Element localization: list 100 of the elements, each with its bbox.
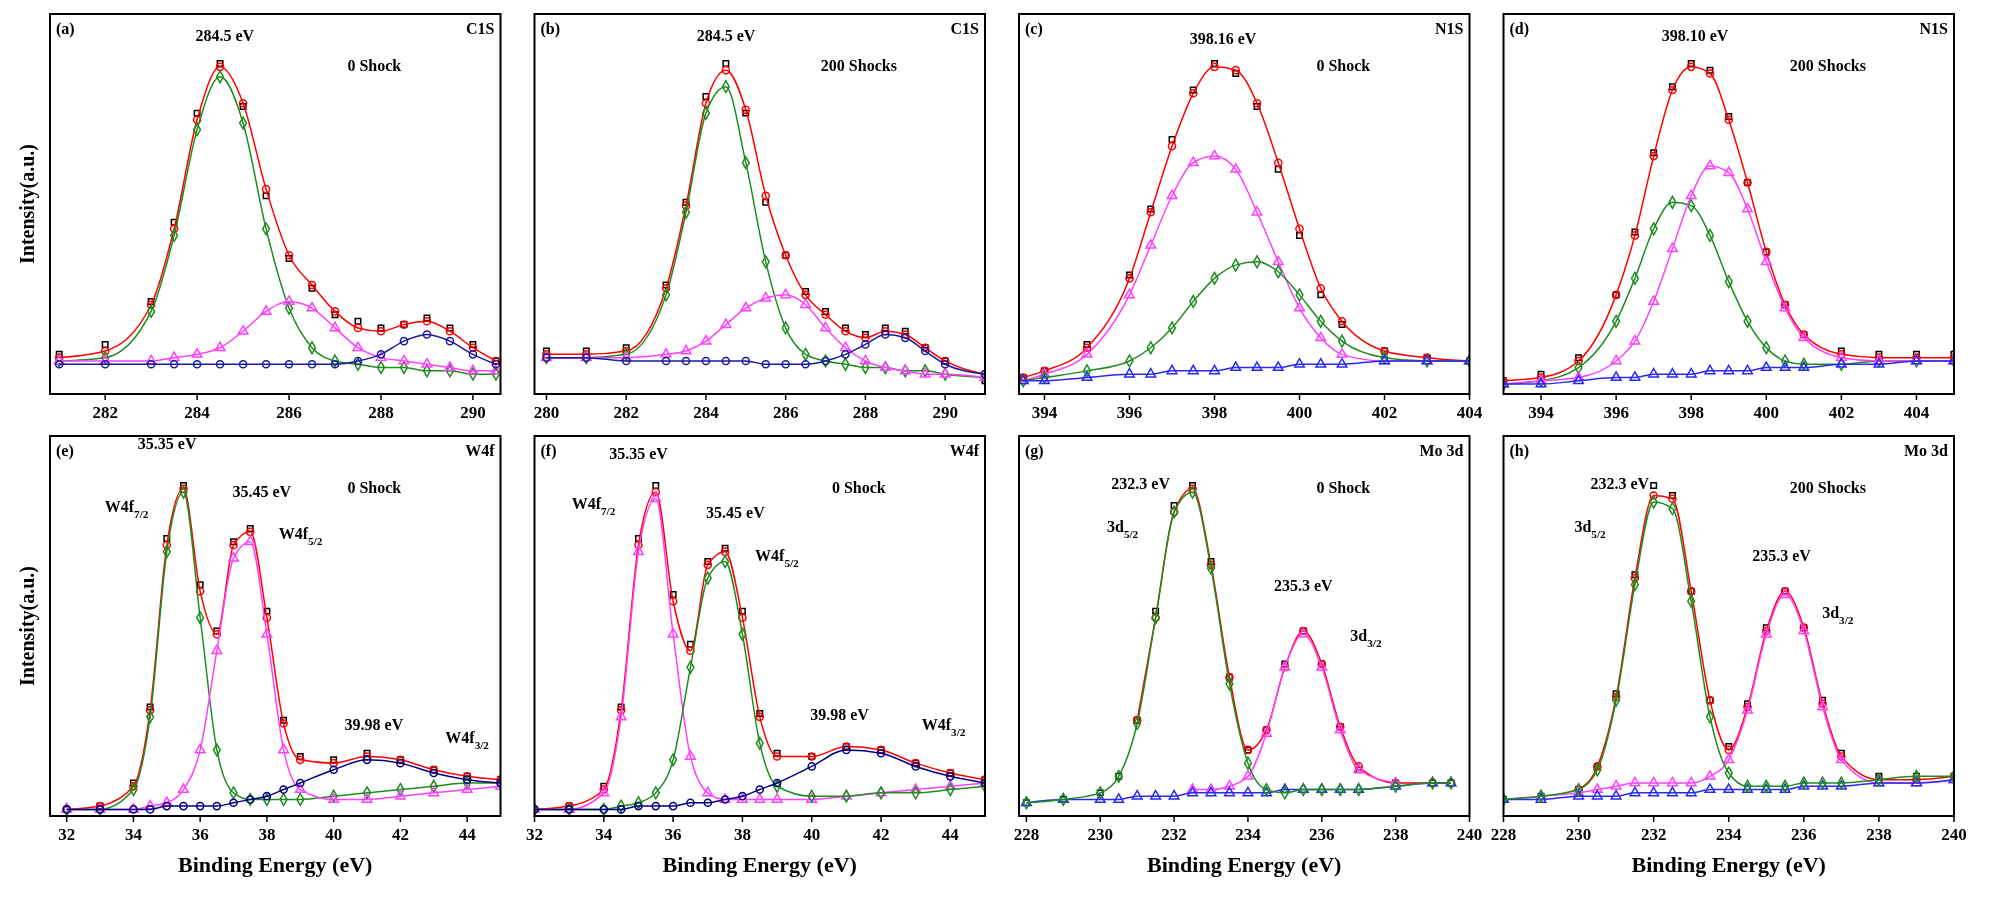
x-tick-label: 34 (595, 825, 613, 844)
x-tick-label: 42 (872, 825, 890, 844)
x-tick-label: 236 (1309, 825, 1335, 844)
x-tick-label: 404 (1456, 403, 1483, 422)
x-tick-label: 290 (460, 403, 486, 422)
x-tick-label: 282 (613, 403, 639, 422)
x-tick-label: 394 (1528, 403, 1555, 422)
x-axis-title: Binding Energy (eV) (1147, 852, 1342, 877)
annotation: 0 Shock (831, 479, 886, 496)
y-axis-title: Intensity(a.u.) (16, 565, 39, 687)
annotation: 200 Shocks (820, 57, 897, 74)
x-tick-label: 282 (92, 403, 118, 422)
annotation: 232.3 eV (1111, 474, 1171, 492)
annotation: 3d$_{3/2}$ (1350, 626, 1382, 649)
x-tick-label: 288 (852, 403, 879, 422)
annotation: 3d$_{5/2}$ (1574, 517, 1606, 540)
text: C1S (950, 20, 980, 37)
text: (c) (1025, 20, 1043, 38)
x-tick-label: 404 (1903, 403, 1930, 422)
x-tick-label: 36 (191, 825, 209, 844)
x-tick-label: 236 (1791, 825, 1817, 844)
x-tick-label: 288 (368, 403, 394, 422)
x-tick-label: 36 (664, 825, 682, 844)
x-tick-label: 402 (1828, 403, 1855, 422)
x-tick-label: 238 (1866, 825, 1892, 844)
text: W4f (949, 442, 980, 459)
text: Mo 3d (1904, 442, 1949, 459)
x-tick-label: 396 (1116, 403, 1143, 422)
text: Mo 3d (1419, 442, 1464, 459)
text: N1S (1435, 20, 1464, 37)
x-tick-label: 240 (1941, 825, 1967, 844)
annotation: 35.45 eV (232, 482, 292, 500)
x-tick-label: 398 (1201, 403, 1228, 422)
annotation: W4f$_{7/2}$ (571, 494, 616, 517)
annotation: 39.98 eV (344, 716, 404, 734)
x-tick-label: 228 (1490, 825, 1517, 844)
text: (d) (1509, 20, 1530, 38)
annotation: 0 Shock (347, 57, 402, 74)
x-tick-label: 228 (1013, 825, 1040, 844)
x-tick-label: 402 (1371, 403, 1398, 422)
x-tick-label: 286 (276, 403, 302, 422)
x-tick-label: 44 (941, 825, 960, 844)
annotation: 39.98 eV (810, 706, 870, 724)
annotation: 200 Shocks (1789, 479, 1866, 496)
annotation: 0 Shock (1316, 479, 1371, 496)
x-tick-label: 40 (325, 825, 343, 844)
annotation: 235.3 eV (1752, 547, 1812, 565)
x-tick-label: 44 (458, 825, 477, 844)
annotation: 232.3 eV (1590, 474, 1650, 492)
x-tick-label: 40 (803, 825, 821, 844)
x-tick-label: 230 (1087, 825, 1113, 844)
x-tick-label: 38 (258, 825, 276, 844)
x-tick-label: 286 (772, 403, 799, 422)
x-tick-label: 32 (526, 825, 543, 844)
text: C1S (466, 20, 495, 37)
x-tick-label: 396 (1603, 403, 1629, 422)
x-tick-label: 394 (1031, 403, 1058, 422)
x-tick-label: 234 (1716, 825, 1742, 844)
x-tick-label: 284 (693, 403, 720, 422)
annotation: W4f$_{5/2}$ (755, 547, 800, 570)
x-tick-label: 240 (1456, 825, 1483, 844)
x-axis-title: Binding Energy (eV) (1631, 852, 1826, 877)
annotation: 0 Shock (347, 479, 402, 496)
x-tick-label: 284 (184, 403, 211, 422)
annotation: W4f$_{3/2}$ (921, 716, 966, 739)
text: 35.35 eV (609, 445, 669, 463)
x-tick-label: 400 (1286, 403, 1313, 422)
text: 284.5 eV (195, 26, 255, 44)
x-tick-label: 32 (58, 825, 76, 844)
text: 398.16 eV (1189, 30, 1257, 48)
annotation: 200 Shocks (1789, 57, 1866, 74)
annotation: W4f$_{3/2}$ (445, 729, 490, 752)
annotation: W4f$_{7/2}$ (104, 498, 149, 520)
annotation: 0 Shock (1316, 57, 1371, 74)
x-tick-label: 280 (533, 403, 560, 422)
x-tick-label: 232 (1161, 825, 1187, 844)
x-tick-label: 232 (1640, 825, 1667, 844)
x-tick-label: 238 (1382, 825, 1409, 844)
x-axis-title: Binding Energy (eV) (178, 852, 373, 877)
text: (b) (540, 20, 561, 38)
text: (h) (1509, 442, 1530, 460)
x-tick-label: 34 (124, 825, 143, 844)
text: 398.10 eV (1661, 26, 1729, 44)
x-tick-label: 398 (1678, 403, 1704, 422)
text: (e) (56, 442, 74, 460)
annotation: 3d$_{5/2}$ (1107, 517, 1139, 540)
x-tick-label: 400 (1753, 403, 1780, 422)
text: (g) (1025, 442, 1044, 460)
text: (f) (540, 442, 557, 460)
x-axis-title: Binding Energy (eV) (662, 852, 857, 877)
x-tick-label: 290 (932, 403, 958, 422)
x-tick-label: 234 (1235, 825, 1262, 844)
annotation: W4f$_{5/2}$ (278, 524, 323, 547)
annotation: 235.3 eV (1273, 577, 1334, 595)
x-tick-label: 38 (733, 825, 751, 844)
text: 35.35 eV (137, 435, 197, 453)
text: 284.5 eV (696, 26, 756, 44)
text: W4f (465, 442, 496, 459)
annotation: 35.45 eV (706, 504, 766, 522)
x-tick-label: 230 (1565, 825, 1592, 844)
